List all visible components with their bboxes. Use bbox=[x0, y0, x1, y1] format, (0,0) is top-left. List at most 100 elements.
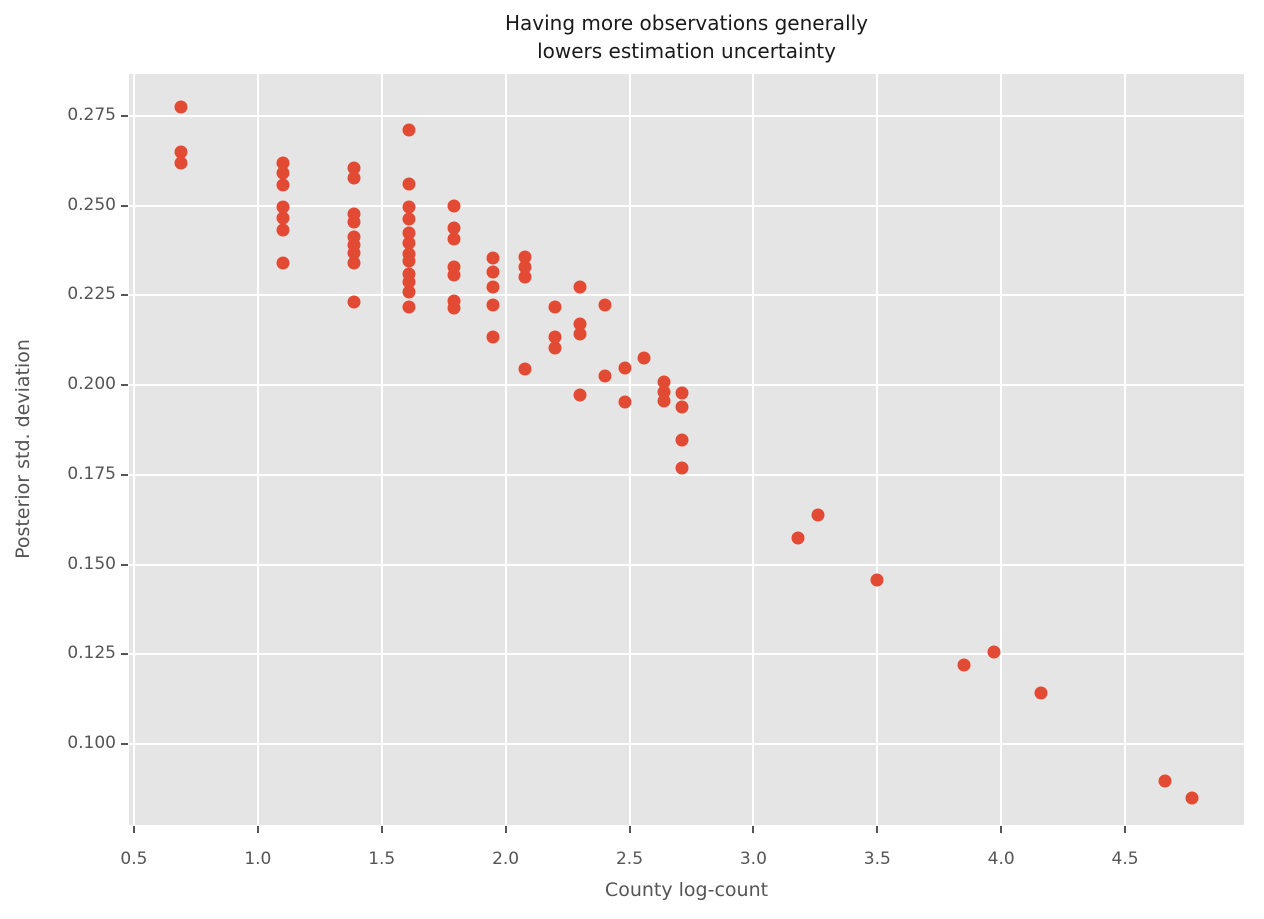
scatter-point bbox=[598, 298, 612, 312]
y-gridline bbox=[129, 653, 1244, 656]
x-tick-mark bbox=[876, 826, 879, 833]
scatter-point bbox=[486, 265, 500, 279]
scatter-point bbox=[675, 461, 689, 475]
scatter-point bbox=[791, 531, 805, 545]
scatter-point bbox=[987, 645, 1001, 659]
scatter-point bbox=[276, 256, 290, 270]
scatter-point bbox=[598, 369, 612, 383]
x-tick-label: 1.0 bbox=[244, 849, 272, 869]
y-gridline bbox=[129, 384, 1244, 387]
scatter-point bbox=[675, 386, 689, 400]
x-tick-mark bbox=[380, 826, 383, 833]
x-gridline bbox=[876, 74, 879, 825]
scatter-point bbox=[347, 256, 361, 270]
y-gridline bbox=[129, 563, 1244, 566]
scatter-point bbox=[447, 232, 461, 246]
scatter-point bbox=[347, 171, 361, 185]
scatter-point bbox=[870, 573, 884, 587]
scatter-point bbox=[402, 285, 416, 299]
scatter-point bbox=[174, 100, 188, 114]
x-tick-label: 1.5 bbox=[368, 849, 396, 869]
x-tick-label: 4.0 bbox=[987, 849, 1015, 869]
y-tick-mark bbox=[121, 473, 128, 476]
scatter-point bbox=[276, 156, 290, 170]
scatter-point bbox=[402, 212, 416, 226]
scatter-point bbox=[518, 270, 532, 284]
scatter-point bbox=[486, 280, 500, 294]
y-tick-mark bbox=[121, 384, 128, 387]
scatter-point bbox=[486, 330, 500, 344]
x-tick-label: 0.5 bbox=[120, 849, 148, 869]
scatter-point bbox=[957, 658, 971, 672]
y-tick-label: 0.225 bbox=[67, 284, 116, 305]
scatter-point bbox=[402, 123, 416, 137]
y-gridline bbox=[129, 742, 1244, 745]
scatter-point bbox=[447, 268, 461, 282]
x-tick-mark bbox=[256, 826, 259, 833]
x-gridline bbox=[504, 74, 507, 825]
scatter-point bbox=[402, 200, 416, 214]
y-tick-mark bbox=[121, 653, 128, 656]
y-gridline bbox=[129, 114, 1244, 117]
scatter-point bbox=[276, 200, 290, 214]
y-tick-label: 0.175 bbox=[67, 463, 116, 484]
y-tick-mark bbox=[121, 114, 128, 117]
scatter-point bbox=[347, 215, 361, 229]
x-gridline bbox=[132, 74, 135, 825]
scatter-point bbox=[518, 260, 532, 274]
x-gridline bbox=[1124, 74, 1127, 825]
x-axis-label: County log-count bbox=[604, 879, 769, 901]
scatter-point bbox=[402, 177, 416, 191]
scatter-point bbox=[548, 330, 562, 344]
y-tick-label: 0.125 bbox=[67, 643, 116, 664]
x-tick-label: 3.5 bbox=[863, 849, 891, 869]
scatter-point bbox=[1158, 774, 1172, 788]
scatter-point bbox=[637, 351, 651, 365]
scatter-point bbox=[675, 400, 689, 414]
y-tick-mark bbox=[121, 294, 128, 297]
y-gridline bbox=[129, 473, 1244, 476]
x-gridline bbox=[380, 74, 383, 825]
scatter-point bbox=[657, 375, 671, 388]
y-tick-mark bbox=[121, 742, 128, 745]
scatter-point bbox=[548, 300, 562, 314]
scatter-point bbox=[174, 145, 188, 159]
scatter-point bbox=[174, 156, 188, 170]
x-tick-label: 2.5 bbox=[615, 849, 644, 869]
x-tick-label: 3.0 bbox=[739, 849, 767, 869]
scatter-point bbox=[573, 388, 587, 402]
scatter-point bbox=[276, 211, 290, 225]
scatter-point bbox=[573, 327, 587, 341]
y-tick-label: 0.100 bbox=[67, 732, 116, 753]
x-tick-mark bbox=[1000, 826, 1003, 833]
scatter-point bbox=[486, 251, 500, 265]
x-gridline bbox=[752, 74, 755, 825]
x-tick-mark bbox=[132, 826, 135, 833]
scatter-point bbox=[447, 301, 461, 315]
x-gridline bbox=[1000, 74, 1003, 825]
x-tick-mark bbox=[1124, 826, 1127, 833]
scatter-point bbox=[675, 433, 689, 447]
y-gridline bbox=[129, 294, 1244, 297]
y-tick-label: 0.250 bbox=[67, 194, 116, 215]
scatter-point bbox=[1185, 791, 1199, 805]
scatter-point bbox=[402, 300, 416, 314]
x-tick-label: 4.5 bbox=[1111, 849, 1139, 869]
scatter-point bbox=[811, 508, 825, 522]
scatter-point bbox=[657, 394, 671, 408]
x-gridline bbox=[628, 74, 631, 825]
scatter-point bbox=[347, 246, 361, 260]
x-tick-mark bbox=[752, 826, 755, 833]
y-axis-label: Posterior std. deviation bbox=[12, 339, 34, 559]
y-tick-mark bbox=[121, 204, 128, 207]
scatter-point bbox=[276, 223, 290, 237]
scatter-point bbox=[518, 362, 532, 376]
scatter-point bbox=[618, 395, 632, 409]
scatter-point bbox=[1034, 686, 1048, 700]
y-gridline bbox=[129, 204, 1244, 207]
scatter-point bbox=[486, 298, 500, 312]
scatter-point bbox=[618, 361, 632, 375]
scatter-point bbox=[518, 250, 532, 264]
y-tick-label: 0.150 bbox=[67, 553, 116, 574]
scatter-point bbox=[276, 178, 290, 192]
